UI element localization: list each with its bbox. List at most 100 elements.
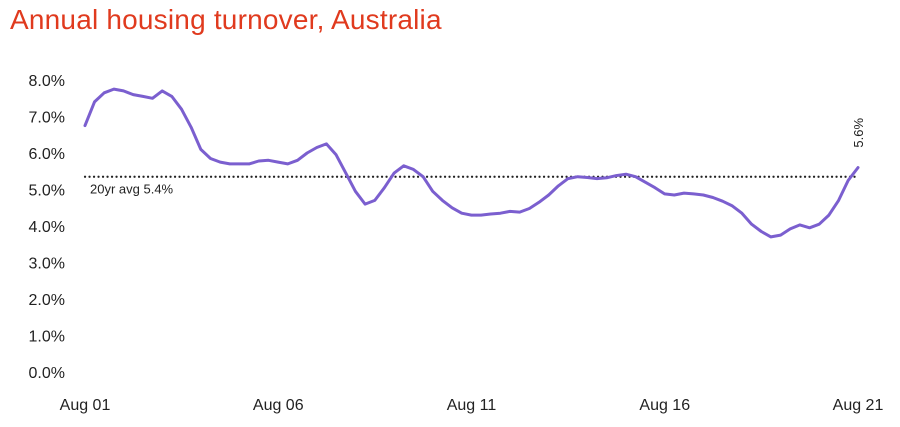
series-point <box>315 146 318 149</box>
y-axis-ticks: 0.0% 1.0% 2.0% 3.0% 4.0% 5.0% 6.0% 7.0% 8.0% <box>29 73 65 382</box>
y-tick-label: 0.0% <box>29 365 65 382</box>
series-point <box>305 151 309 155</box>
series-point <box>209 157 212 160</box>
series-point <box>218 160 222 164</box>
series-point <box>547 193 550 197</box>
series-point <box>83 124 87 127</box>
series-point <box>431 190 434 193</box>
series-point <box>740 212 744 215</box>
chart-title: Annual housing turnover, Australia <box>10 4 442 35</box>
x-axis-ticks: Aug 01 Aug 06 Aug 11 Aug 16 Aug 21 <box>60 397 884 414</box>
series-point <box>170 95 174 98</box>
series-point <box>470 213 473 217</box>
series-point <box>779 233 782 237</box>
series-point <box>624 172 628 176</box>
series-point <box>392 171 396 175</box>
series-point <box>103 91 106 94</box>
turnover-series-points <box>83 87 860 239</box>
series-point <box>663 192 666 196</box>
series-point <box>508 210 512 213</box>
series-point <box>131 93 135 96</box>
series-point <box>489 212 492 216</box>
series-point <box>818 222 821 226</box>
series-point <box>673 193 676 197</box>
x-tick-label: Aug 11 <box>447 397 497 414</box>
series-point <box>721 199 724 203</box>
series-point <box>537 201 541 204</box>
series-point <box>257 159 261 163</box>
series-point <box>644 181 647 184</box>
series-point <box>460 212 463 215</box>
series-point <box>296 159 299 162</box>
series-point <box>750 222 753 226</box>
y-tick-label: 1.0% <box>29 329 65 346</box>
series-point <box>441 199 444 202</box>
series-point <box>692 192 695 196</box>
series-point <box>827 213 831 217</box>
series-point <box>383 186 386 189</box>
y-tick-label: 6.0% <box>29 146 65 163</box>
series-point <box>682 191 686 195</box>
series-point <box>479 213 483 217</box>
y-tick-label: 5.0% <box>29 183 65 200</box>
series-point <box>354 190 357 193</box>
series-point <box>586 176 589 179</box>
series-point <box>557 184 560 188</box>
series-point <box>122 89 125 93</box>
series-point <box>769 235 773 239</box>
average-reference-label: 20yr avg 5.4% <box>90 182 174 197</box>
series-point <box>760 230 763 233</box>
series-point <box>605 176 608 180</box>
series-point <box>595 177 599 180</box>
series-point <box>363 202 367 206</box>
series-point <box>702 193 705 197</box>
series-point <box>499 212 502 215</box>
x-tick-label: Aug 21 <box>833 397 884 414</box>
series-point <box>528 207 531 210</box>
series-point <box>402 164 405 167</box>
series-point <box>634 175 637 178</box>
series-point <box>160 89 164 93</box>
series-point <box>141 95 145 98</box>
series-point <box>576 175 579 178</box>
series-point <box>151 97 154 100</box>
series-point <box>653 186 657 189</box>
series-point <box>789 227 792 231</box>
x-tick-label: Aug 01 <box>60 397 111 414</box>
series-point <box>276 160 280 164</box>
series-point <box>450 206 454 209</box>
series-point <box>334 153 338 157</box>
series-point <box>238 162 241 166</box>
series-point <box>711 196 715 199</box>
x-tick-label: Aug 16 <box>639 397 690 414</box>
series-point <box>112 87 116 91</box>
series-point <box>373 199 376 202</box>
y-tick-label: 2.0% <box>29 292 65 309</box>
latest-value-label: 5.6% <box>851 118 866 148</box>
series-point <box>847 179 850 182</box>
series-point <box>247 162 251 166</box>
series-point <box>731 204 734 208</box>
series-point <box>615 174 618 177</box>
y-tick-label: 8.0% <box>29 73 65 90</box>
series-point <box>267 159 270 162</box>
series-point <box>837 199 840 202</box>
series-point <box>421 175 425 178</box>
series-point <box>228 162 232 166</box>
series-point <box>344 171 347 175</box>
series-point <box>325 142 328 146</box>
series-point <box>856 166 860 169</box>
y-tick-label: 3.0% <box>29 256 65 273</box>
series-point <box>808 226 811 230</box>
series-point <box>518 210 521 214</box>
series-point <box>199 148 203 151</box>
series-point <box>180 108 183 111</box>
series-point <box>286 162 289 166</box>
series-point <box>189 126 193 129</box>
y-tick-label: 4.0% <box>29 219 65 236</box>
y-tick-label: 7.0% <box>29 110 65 127</box>
x-tick-label: Aug 06 <box>253 397 304 414</box>
series-point <box>93 100 96 104</box>
series-point <box>798 223 802 227</box>
